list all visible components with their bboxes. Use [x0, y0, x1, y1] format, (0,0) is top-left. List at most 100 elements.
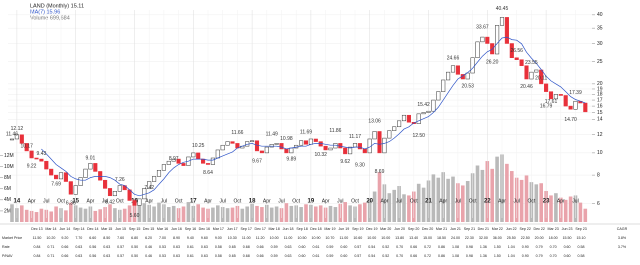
price-annotation: 9.67 [252, 159, 262, 165]
table-cell: 6.80 [131, 236, 138, 240]
x-tick-label: Apr [28, 198, 36, 204]
ma-line [41, 36, 586, 197]
table-cell: 0.52 [382, 245, 389, 249]
price-annotation: 9.62 [340, 159, 350, 165]
table-cell: 0.66 [61, 245, 68, 249]
candle [583, 102, 588, 113]
x-tick-label: Apr [439, 198, 447, 204]
table-date: Sep 21 [464, 227, 475, 231]
candle [147, 181, 152, 189]
candle [372, 131, 377, 140]
candle [480, 36, 485, 43]
candle [421, 112, 426, 115]
volume-bar [436, 177, 441, 222]
table-cell: 0.63 [75, 245, 82, 249]
table-cell: 0.60 [299, 254, 306, 258]
volume-bar [39, 208, 44, 222]
price-annotation: 20.11 [535, 76, 547, 82]
volume-bar [157, 202, 161, 222]
volume-tick-label: 10M [4, 164, 14, 170]
table-cell: 32.00 [479, 236, 488, 240]
y-tick-label: 8 [597, 172, 600, 178]
x-tick-label: Jul [572, 198, 578, 204]
table-cell: 10.70 [325, 236, 334, 240]
y-tick-label: 15 [597, 110, 603, 116]
table-cell: 9.40 [187, 236, 194, 240]
candle [127, 189, 132, 201]
table-cell: 0.68 [243, 254, 250, 258]
table-cell: 0.72 [424, 245, 431, 249]
volume-bar [78, 207, 83, 222]
candle [254, 140, 260, 152]
volume-bar [451, 176, 455, 222]
table-cell: 0.57 [117, 254, 124, 258]
volume-bar [505, 163, 509, 222]
table-cell: 0.46 [145, 245, 152, 249]
price-annotation: 20.46 [520, 84, 533, 90]
table-cell: 11.50 [33, 236, 42, 240]
table-cell: 0.63 [285, 254, 292, 258]
candle [514, 57, 519, 60]
volume-tick-label: 6M [4, 186, 11, 192]
x-tick-label: Oct [528, 198, 536, 204]
volume-bar [421, 187, 426, 222]
table-cell: 9.20 [61, 236, 68, 240]
candle [308, 138, 313, 145]
table-cell: 0.50 [131, 245, 138, 249]
x-tick-label: Apr [322, 198, 330, 204]
table-cell: 20.00 [535, 236, 544, 240]
volume-bar [534, 184, 539, 222]
candle [534, 69, 539, 73]
candle [83, 168, 88, 178]
candle [58, 172, 64, 180]
table-cell: 0.63 [173, 245, 180, 249]
volume-bar [260, 207, 264, 222]
candle [328, 147, 333, 151]
table-cell: 0.66 [257, 245, 264, 249]
x-tick-label: Apr [381, 198, 389, 204]
table-cell: 0.56 [89, 254, 96, 258]
candle [9, 138, 15, 141]
price-annotation: 12.12 [11, 126, 24, 132]
volume-bar [363, 202, 367, 222]
candle [289, 147, 294, 154]
candle [93, 163, 98, 172]
price-annotation: 26.20 [486, 59, 499, 65]
x-tick-label: Jul [278, 198, 284, 204]
candle [485, 36, 490, 44]
candle [299, 140, 304, 146]
table-cell: 0.58 [578, 245, 585, 249]
candle [49, 168, 54, 176]
volume-bar [54, 206, 58, 222]
table-cell: 0.58 [578, 254, 585, 258]
table-cell: 0.90 [522, 254, 529, 258]
table-date: Sep 15 [129, 227, 140, 231]
table-date: Dec 17 [254, 227, 265, 231]
table-cell: 0.66 [61, 254, 68, 258]
y-tick-label: 10 [597, 150, 603, 156]
price-annotation: 14.70 [564, 117, 577, 123]
table-cell: 0.84 [33, 245, 40, 249]
table-cell: 0.98 [466, 245, 473, 249]
price-annotation: 24.66 [447, 55, 460, 61]
table-cell: 0.53 [159, 254, 166, 258]
candle [509, 43, 514, 59]
table-date: Jun 23 [562, 227, 573, 231]
price-annotation: 11.86 [329, 128, 341, 134]
price-annotation: 33.67 [476, 24, 489, 30]
table-cell: 1.50 [494, 245, 501, 249]
candle [558, 94, 563, 96]
candle [357, 143, 362, 150]
y-tick-label: 16 [597, 103, 603, 109]
table-cell: 11.00 [284, 236, 293, 240]
table-cell: 0.71 [47, 245, 54, 249]
volume-bar [358, 204, 362, 222]
volume-bar [64, 210, 68, 222]
table-cell: 10.00 [367, 236, 376, 240]
table-cell: 0.56 [89, 245, 96, 249]
volume-bar [284, 203, 289, 222]
table-cell: 25.50 [507, 236, 516, 240]
table-cell: 8.90 [173, 236, 180, 240]
